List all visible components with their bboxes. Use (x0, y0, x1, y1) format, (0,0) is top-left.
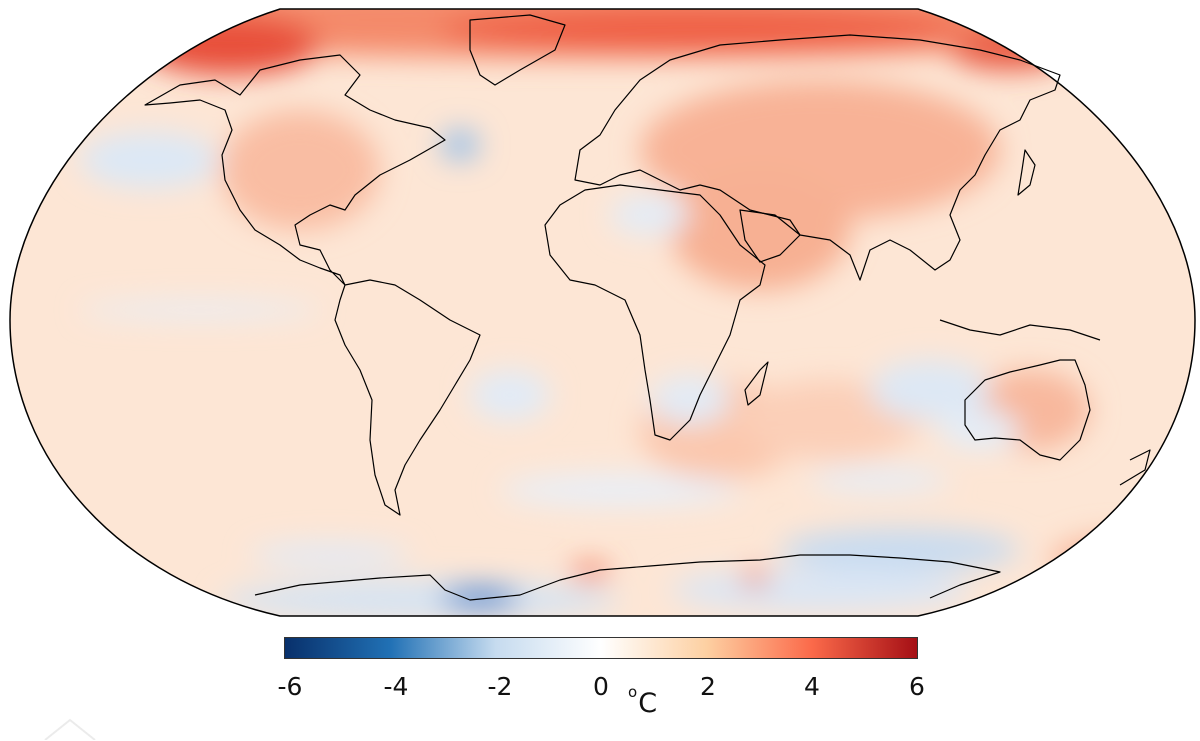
coastline-greenland (469, 14, 566, 86)
coastline-madagascar (744, 361, 769, 406)
unit-prefix: o (628, 683, 638, 701)
coastline-antarctica (254, 554, 1001, 601)
coastline-africa (544, 184, 766, 441)
anomaly-field (10, 9, 1195, 616)
globe-outline (9, 8, 1196, 617)
coastline-new-zealand (1119, 449, 1151, 486)
coastline-eurasia (574, 34, 1061, 281)
coastline-north-america (144, 54, 446, 286)
colorbar-tick: -2 (487, 672, 513, 701)
coastline-south-america (334, 279, 481, 516)
watermark-logo (44, 718, 96, 740)
colorbar-tick: 0 (593, 672, 609, 701)
colorbar-unit-label: oC (628, 683, 658, 719)
coastline-australia (964, 359, 1091, 461)
colorbar-tick: -4 (383, 672, 409, 701)
coastline-japan (1017, 149, 1036, 196)
coastline-indonesia (939, 319, 1101, 341)
colorbar-tick: 6 (909, 672, 925, 701)
colorbar-tick: 2 (700, 672, 716, 701)
coastlines (144, 14, 1151, 601)
coastline-arabia (739, 209, 801, 263)
colorbar-tick: -6 (277, 672, 303, 701)
world-temperature-anomaly-map (9, 8, 1196, 617)
colorbar (284, 637, 918, 659)
colorbar-tick: 4 (804, 672, 820, 701)
unit-text: C (638, 688, 658, 719)
